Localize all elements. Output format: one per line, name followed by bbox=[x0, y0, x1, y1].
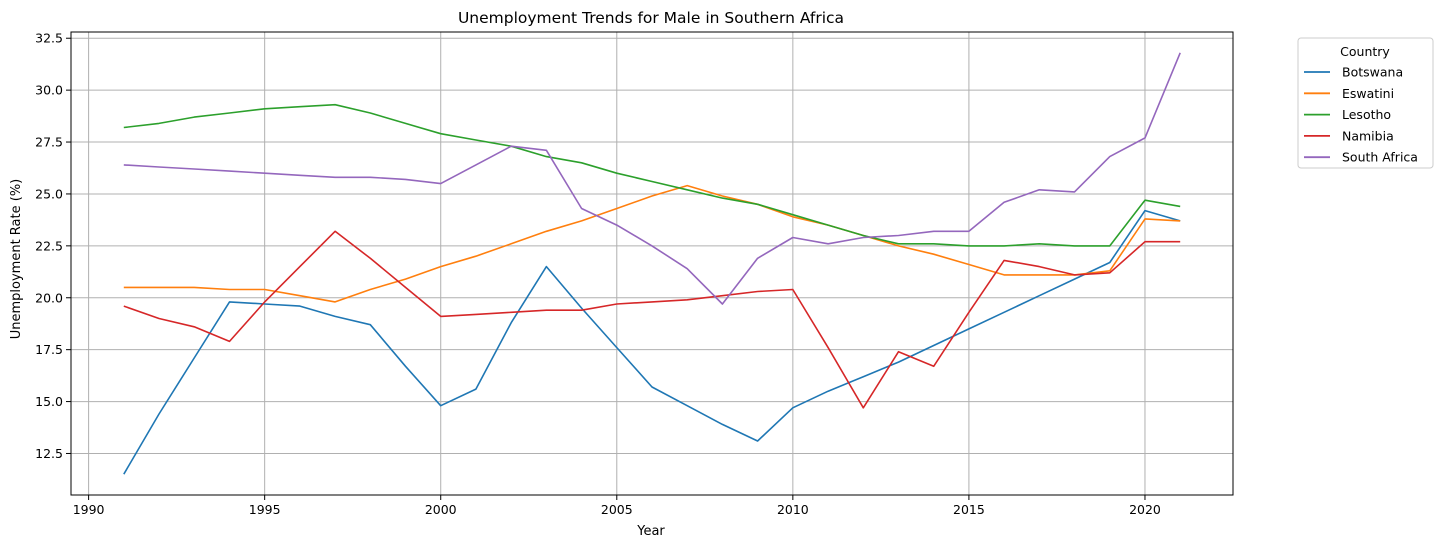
x-tick-label: 1990 bbox=[73, 502, 105, 517]
x-tick-label: 2010 bbox=[777, 502, 809, 517]
legend-label: Lesotho bbox=[1342, 107, 1391, 122]
legend: Country Botswana Eswatini Lesotho Namibia So… bbox=[1297, 37, 1434, 169]
series-line-namibia bbox=[123, 230, 1181, 409]
x-tick-label: 2000 bbox=[425, 502, 457, 517]
x-tick-label: 2005 bbox=[601, 502, 633, 517]
y-axis-label: Unemployment Rate (%) bbox=[9, 179, 24, 340]
x-tick-label: 2015 bbox=[953, 502, 985, 517]
x-axis-label: Year bbox=[636, 524, 665, 539]
chart-title: Unemployment Trends for Male in Southern… bbox=[458, 9, 844, 27]
x-axis-ticks: 1990 1995 2000 2005 2010 2015 2020 bbox=[73, 495, 1161, 517]
plot-frame bbox=[70, 31, 1234, 496]
series-line-lesotho bbox=[123, 103, 1181, 247]
y-tick-label: 30.0 bbox=[35, 83, 63, 98]
y-tick-label: 22.5 bbox=[35, 238, 63, 253]
legend-box bbox=[1297, 37, 1434, 169]
y-tick-label: 25.0 bbox=[35, 186, 63, 201]
legend-item-botswana: Botswana bbox=[1304, 65, 1403, 80]
y-tick-label: 12.5 bbox=[35, 446, 63, 461]
series-line-south-africa bbox=[123, 52, 1181, 305]
y-tick-label: 27.5 bbox=[35, 135, 63, 150]
series-lines bbox=[123, 52, 1181, 475]
series-line-botswana bbox=[123, 209, 1181, 475]
legend-label: Namibia bbox=[1342, 128, 1394, 143]
legend-item-lesotho: Lesotho bbox=[1304, 107, 1391, 122]
legend-item-namibia: Namibia bbox=[1304, 128, 1394, 143]
legend-item-eswatini: Eswatini bbox=[1304, 86, 1394, 101]
y-tick-label: 32.5 bbox=[35, 31, 63, 46]
y-axis-ticks: 12.5 15.0 17.5 20.0 22.5 25.0 27.5 30.0 32.5 bbox=[35, 31, 71, 461]
y-tick-label: 20.0 bbox=[35, 290, 63, 305]
gridlines bbox=[71, 32, 1233, 495]
legend-title: Country bbox=[1340, 44, 1390, 59]
legend-items: Botswana Eswatini Lesotho Namibia South Afri… bbox=[1304, 65, 1418, 165]
legend-label: South Africa bbox=[1342, 150, 1418, 165]
legend-item-south-africa: South Africa bbox=[1304, 150, 1418, 165]
legend-label: Eswatini bbox=[1342, 86, 1394, 101]
x-tick-label: 1995 bbox=[249, 502, 281, 517]
series-line-eswatini bbox=[123, 184, 1181, 303]
x-tick-label: 2020 bbox=[1129, 502, 1161, 517]
y-tick-label: 17.5 bbox=[35, 342, 63, 357]
legend-label: Botswana bbox=[1342, 65, 1403, 80]
y-tick-label: 15.0 bbox=[35, 394, 63, 409]
